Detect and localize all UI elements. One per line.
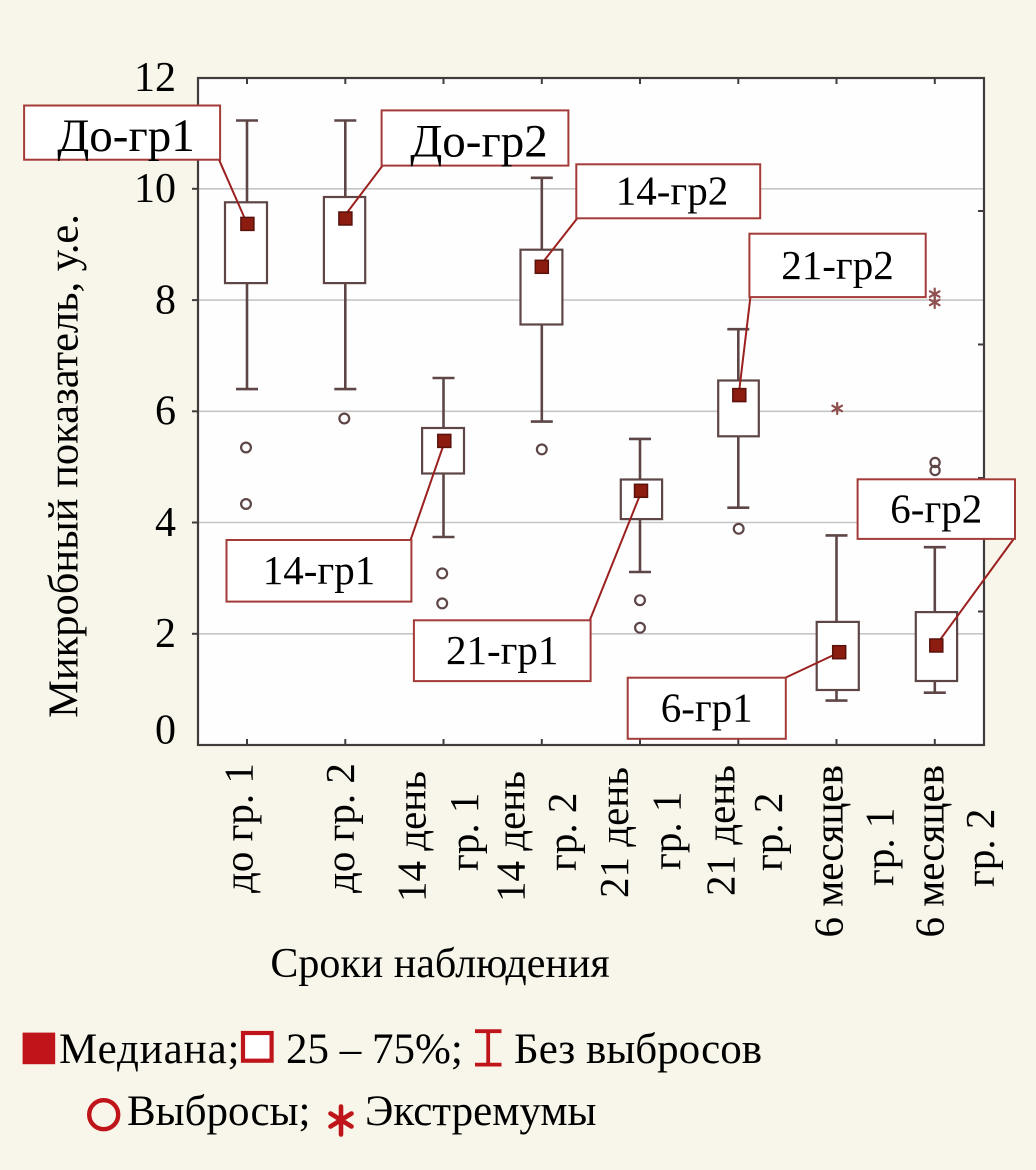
svg-text:гр. 2: гр. 2 <box>745 793 791 871</box>
svg-text:10: 10 <box>134 166 176 212</box>
svg-text:6 месяцев: 6 месяцев <box>806 765 852 937</box>
svg-text:гр. 2: гр. 2 <box>539 793 585 871</box>
svg-text:6: 6 <box>155 389 176 435</box>
svg-text:14 день: 14 день <box>488 771 534 902</box>
svg-text:21 день: 21 день <box>698 765 744 896</box>
svg-text:21-гр1: 21-гр1 <box>446 627 558 673</box>
svg-text:Медиана;: Медиана; <box>59 1026 240 1073</box>
svg-text:14-гр1: 14-гр1 <box>263 547 375 593</box>
svg-text:14 день: 14 день <box>389 771 435 902</box>
svg-text:0: 0 <box>155 707 176 753</box>
svg-text:Без выбросов: Без выбросов <box>514 1026 762 1073</box>
svg-text:гр. 1: гр. 1 <box>857 808 903 886</box>
svg-text:до гр. 1: до гр. 1 <box>216 763 262 893</box>
svg-text:14-гр2: 14-гр2 <box>616 168 728 214</box>
svg-text:гр. 1: гр. 1 <box>441 793 487 871</box>
svg-text:6-гр1: 6-гр1 <box>661 685 753 731</box>
svg-text:25 – 75%;: 25 – 75%; <box>286 1026 463 1073</box>
svg-text:Микробный показатель, у.е.: Микробный показатель, у.е. <box>41 214 88 718</box>
svg-text:2: 2 <box>155 611 176 657</box>
svg-text:21 день: 21 день <box>591 767 637 898</box>
svg-text:12: 12 <box>134 55 176 101</box>
svg-text:Сроки наблюдения: Сроки наблюдения <box>270 941 609 987</box>
svg-text:До-гр1: До-гр1 <box>57 110 195 162</box>
svg-text:Выбросы;: Выбросы; <box>127 1088 310 1135</box>
svg-text:гр. 2: гр. 2 <box>957 809 1003 887</box>
svg-text:8: 8 <box>155 277 176 323</box>
svg-text:Экстремумы: Экстремумы <box>365 1088 596 1135</box>
svg-text:21-гр2: 21-гр2 <box>781 242 893 288</box>
svg-text:6 месяцев: 6 месяцев <box>907 765 953 937</box>
svg-text:4: 4 <box>155 500 176 546</box>
svg-text:6-гр2: 6-гр2 <box>890 486 982 532</box>
svg-text:до гр. 2: до гр. 2 <box>317 763 363 893</box>
svg-text:гр. 1: гр. 1 <box>644 792 690 870</box>
svg-text:До-гр2: До-гр2 <box>410 116 548 168</box>
